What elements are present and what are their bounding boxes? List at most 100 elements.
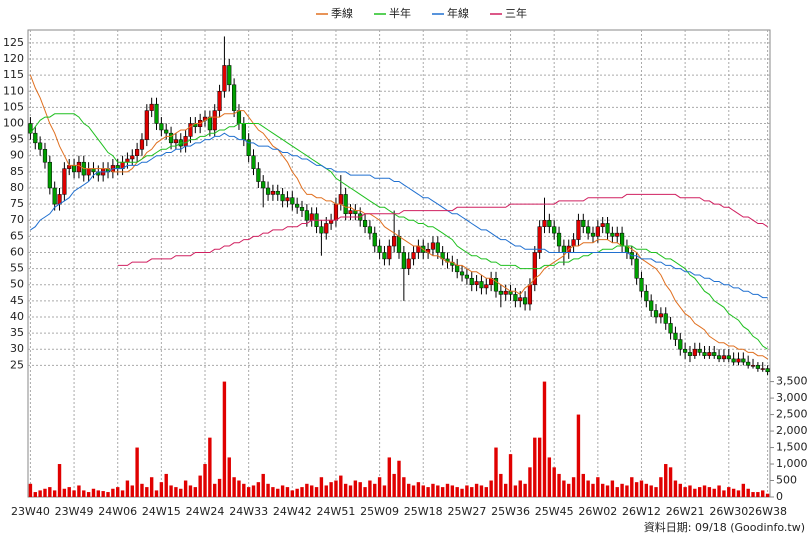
y-tick-label: 30 xyxy=(10,342,24,355)
candle-body xyxy=(619,232,625,247)
volume-bar xyxy=(271,487,275,497)
volume-bar xyxy=(96,490,101,497)
candle-body xyxy=(333,203,339,221)
legend-label: 季線 xyxy=(331,6,353,20)
volume-bar xyxy=(77,485,81,497)
volume-bar xyxy=(664,464,668,497)
y2-tick-label: 1,000 xyxy=(776,457,808,470)
candle-body xyxy=(367,226,372,234)
y-tick-label: 100 xyxy=(3,117,24,130)
volume-bar xyxy=(474,483,479,497)
candle-body xyxy=(319,226,324,234)
x-tick-label: 25W27 xyxy=(447,505,486,518)
volume-bar xyxy=(571,477,576,497)
candle-body xyxy=(406,258,411,269)
candle-body xyxy=(586,226,591,234)
volume-bar xyxy=(562,480,566,497)
candle-body xyxy=(280,194,285,202)
volume-bar xyxy=(276,488,280,497)
candle-body xyxy=(401,252,406,269)
volume-bar xyxy=(421,485,425,497)
volume-bar xyxy=(620,483,624,497)
volume-bar xyxy=(174,487,178,497)
volume-bar xyxy=(596,477,600,497)
candle-body xyxy=(236,110,242,124)
x-tick-label: 24W42 xyxy=(273,505,312,518)
volume-bar xyxy=(295,488,299,497)
volume-bar xyxy=(610,480,615,497)
y-tick-label: 70 xyxy=(10,213,24,226)
volume-bar xyxy=(305,483,309,497)
y-tick-label: 25 xyxy=(10,358,24,371)
volume-bar xyxy=(43,488,47,497)
volume-bar xyxy=(339,475,343,497)
y-tick-label: 80 xyxy=(10,181,24,194)
volume-bar xyxy=(329,482,333,497)
x-tick-label: 24W15 xyxy=(142,505,181,518)
volume-bar xyxy=(436,485,440,497)
candle-body xyxy=(697,348,702,353)
candle-body xyxy=(683,348,688,353)
volume-bar xyxy=(62,488,67,497)
volume-bar xyxy=(702,485,707,497)
volume-bar xyxy=(67,487,71,497)
y-tick-label: 105 xyxy=(3,100,24,113)
candle-body xyxy=(741,358,746,363)
volume-bar xyxy=(397,460,401,497)
candle-body xyxy=(396,236,402,253)
volume-bar xyxy=(145,487,149,497)
candle-body xyxy=(552,226,557,234)
volume-bar xyxy=(363,487,367,497)
volume-bar xyxy=(358,482,362,497)
volume-bar xyxy=(489,480,493,497)
volume-bar xyxy=(508,454,513,497)
y-tick-label: 110 xyxy=(3,84,24,97)
volume-bar xyxy=(678,483,682,497)
volume-bar xyxy=(503,483,508,497)
candle-body xyxy=(232,84,237,111)
ma-line xyxy=(29,74,768,360)
candle-body xyxy=(484,284,489,289)
candle-body xyxy=(518,297,523,302)
y2-tick-label: 0 xyxy=(776,490,783,503)
candle-body xyxy=(721,355,727,360)
candle-body xyxy=(295,203,300,208)
x-tick-label: 25W45 xyxy=(535,505,574,518)
x-tick-label: 25W36 xyxy=(491,505,530,518)
y2-tick-label: 3,000 xyxy=(776,391,808,404)
candle-body xyxy=(241,123,246,140)
candle-body xyxy=(212,110,217,131)
volume-bar xyxy=(232,477,236,497)
y2-tick-label: 2,000 xyxy=(776,424,808,437)
volume-bar xyxy=(203,464,207,497)
candle-body xyxy=(435,242,440,253)
y-tick-label: 65 xyxy=(10,229,24,242)
volume-bar xyxy=(455,487,459,497)
candle-body xyxy=(522,297,528,305)
volume-bar xyxy=(605,485,610,497)
candle-body xyxy=(707,352,712,356)
candle-body xyxy=(649,300,654,311)
candle-body xyxy=(290,197,295,205)
x-tick-label: 24W06 xyxy=(98,505,137,518)
candle-body xyxy=(227,65,232,86)
volume-bar xyxy=(528,467,532,497)
candle-body xyxy=(430,242,436,250)
candle-body xyxy=(86,168,91,176)
candle-body xyxy=(173,139,179,144)
volume-bar xyxy=(557,473,561,497)
y-tick-label: 85 xyxy=(10,165,24,178)
volume-bar xyxy=(169,485,173,497)
volume-bar xyxy=(513,485,518,497)
volume-bar xyxy=(567,483,571,497)
candle-body xyxy=(164,129,169,134)
candle-body xyxy=(343,194,348,215)
candle-body xyxy=(678,339,683,350)
volume-bar xyxy=(246,487,251,497)
candle-body xyxy=(615,232,620,237)
volume-bar xyxy=(33,492,37,497)
candle-body xyxy=(222,65,227,92)
volume-bar xyxy=(48,487,52,497)
volume-bar xyxy=(213,483,217,497)
